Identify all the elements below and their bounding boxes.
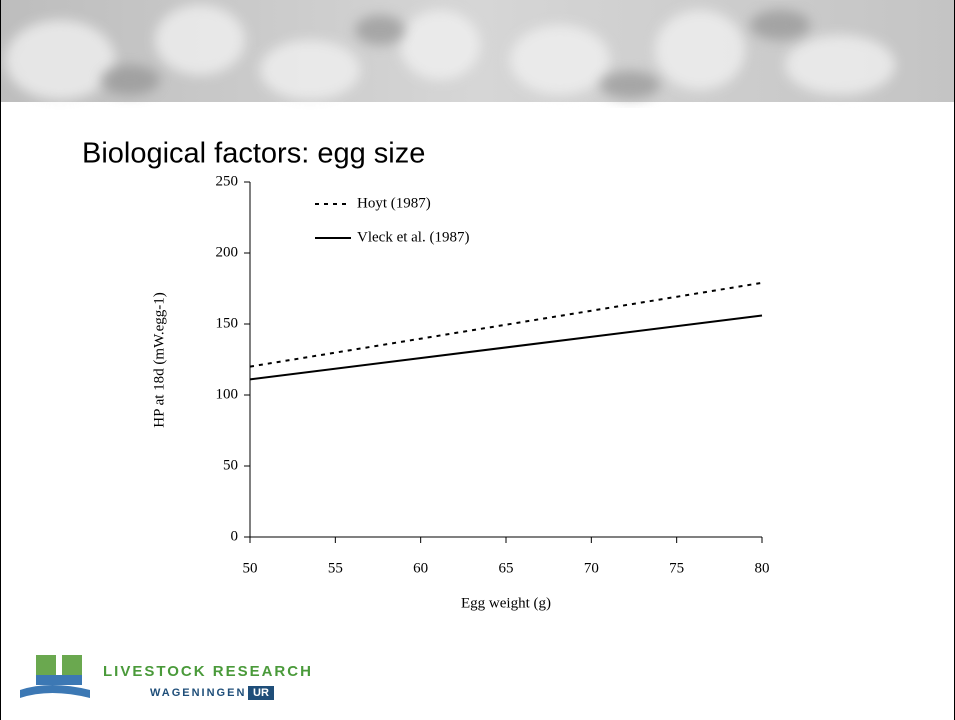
x-tick-label: 75 (669, 560, 684, 576)
x-axis-label: Egg weight (g) (461, 595, 551, 611)
line-series (249, 281, 763, 368)
y-tick-label: 250 (216, 173, 239, 189)
y-tick-label: 50 (223, 457, 238, 473)
slide-title: Biological factors: egg size (82, 138, 425, 170)
logo-text: WAGENINGEN (150, 687, 246, 699)
y-axis-label: HP at 18d (mW.egg-1) (151, 292, 167, 428)
line-series (249, 314, 763, 381)
x-tick-label: 80 (755, 560, 770, 576)
y-tick-label: 0 (231, 528, 239, 544)
x-tick-label: 60 (413, 560, 428, 576)
x-tick-label: 65 (499, 560, 514, 576)
y-tick-label: 150 (216, 315, 239, 331)
logo-text: UR (253, 687, 269, 699)
banner (0, 0, 955, 102)
legend-label: Vleck et al. (1987) (357, 229, 469, 245)
logo: LIVESTOCK RESEARCH WAGENINGEN UR (20, 655, 313, 700)
y-tick-label: 100 (216, 386, 239, 402)
logo-text: LIVESTOCK RESEARCH (103, 663, 313, 680)
y-tick-label: 200 (216, 244, 239, 260)
legend-label: Hoyt (1987) (357, 195, 431, 211)
x-tick-label: 70 (584, 560, 599, 576)
x-tick-label: 50 (243, 560, 258, 576)
x-tick-label: 55 (328, 560, 343, 576)
